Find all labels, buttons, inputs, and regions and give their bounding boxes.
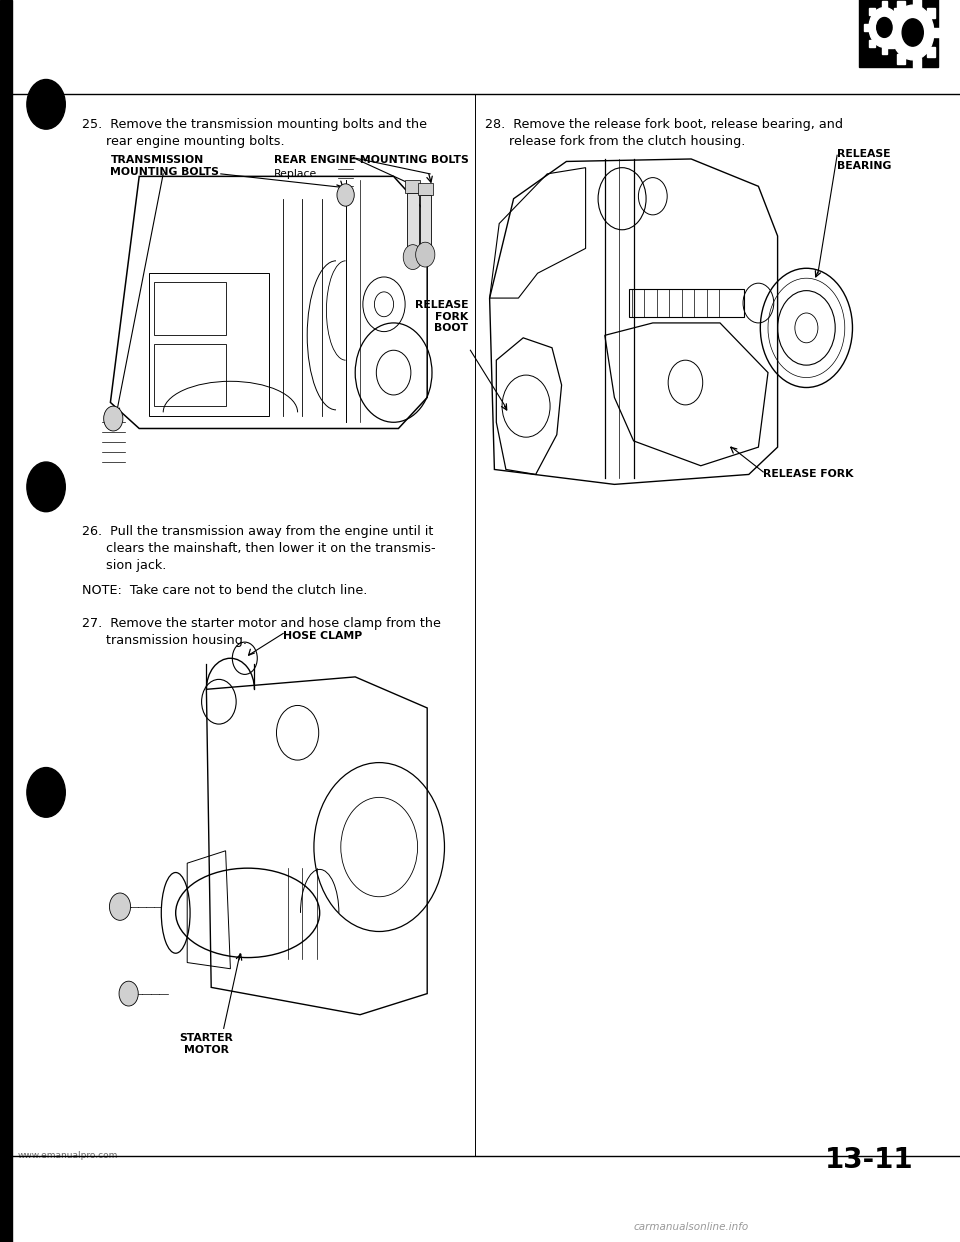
Text: www.emanualpro.com: www.emanualpro.com <box>17 1151 118 1160</box>
Circle shape <box>104 406 123 431</box>
Bar <box>886 17 894 27</box>
Bar <box>913 58 921 68</box>
Text: 28.  Remove the release fork boot, release bearing, and
      release fork from : 28. Remove the release fork boot, releas… <box>485 118 843 148</box>
Bar <box>927 7 935 17</box>
Bar <box>154 344 226 406</box>
Circle shape <box>27 462 65 512</box>
Text: RELEASE
BEARING: RELEASE BEARING <box>837 149 892 170</box>
Bar <box>859 0 938 67</box>
Circle shape <box>27 79 65 129</box>
Text: 25.  Remove the transmission mounting bolts and the
      rear engine mounting b: 25. Remove the transmission mounting bol… <box>82 118 426 148</box>
Bar <box>933 27 941 37</box>
Text: 27.  Remove the starter motor and hose clamp from the
      transmission housing: 27. Remove the starter motor and hose cl… <box>82 617 441 647</box>
Text: Replace.: Replace. <box>274 169 321 179</box>
Text: REAR ENGINE MOUNTING BOLTS: REAR ENGINE MOUNTING BOLTS <box>274 155 468 165</box>
Circle shape <box>416 242 435 267</box>
Bar <box>899 24 904 31</box>
Text: TRANSMISSION
MOUNTING BOLTS: TRANSMISSION MOUNTING BOLTS <box>110 155 219 176</box>
Bar <box>629 289 744 317</box>
Bar <box>897 55 904 65</box>
Bar <box>927 47 935 57</box>
Circle shape <box>27 768 65 817</box>
Text: RELEASE
FORK
BOOT: RELEASE FORK BOOT <box>415 301 468 333</box>
Circle shape <box>337 184 354 206</box>
Circle shape <box>403 245 422 270</box>
Bar <box>894 40 900 47</box>
Bar <box>418 183 433 195</box>
Bar <box>154 282 226 335</box>
Text: carmanualsonline.info: carmanualsonline.info <box>634 1222 749 1232</box>
Bar <box>405 180 420 193</box>
Bar <box>870 7 876 15</box>
Circle shape <box>902 19 924 46</box>
Bar <box>0 0 12 1242</box>
Bar <box>870 40 876 47</box>
Text: HOSE CLAMP: HOSE CLAMP <box>283 631 363 641</box>
Circle shape <box>892 5 934 60</box>
Bar <box>881 1 887 9</box>
Circle shape <box>869 7 900 47</box>
Bar <box>886 39 894 48</box>
Text: NOTE:  Take care not to bend the clutch line.: NOTE: Take care not to bend the clutch l… <box>82 584 367 596</box>
Bar <box>897 1 904 11</box>
Text: RELEASE FORK: RELEASE FORK <box>763 469 853 479</box>
Bar <box>407 193 419 257</box>
Bar <box>881 46 887 53</box>
Text: 26.  Pull the transmission away from the engine until it
      clears the mainsh: 26. Pull the transmission away from the … <box>82 525 435 573</box>
Bar <box>913 0 921 7</box>
Text: 13-11: 13-11 <box>825 1145 913 1174</box>
Circle shape <box>109 893 131 920</box>
Bar <box>420 195 431 255</box>
Bar <box>864 24 870 31</box>
Bar <box>894 7 900 15</box>
Text: STARTER
MOTOR: STARTER MOTOR <box>180 1033 233 1054</box>
Circle shape <box>876 17 892 37</box>
Circle shape <box>119 981 138 1006</box>
